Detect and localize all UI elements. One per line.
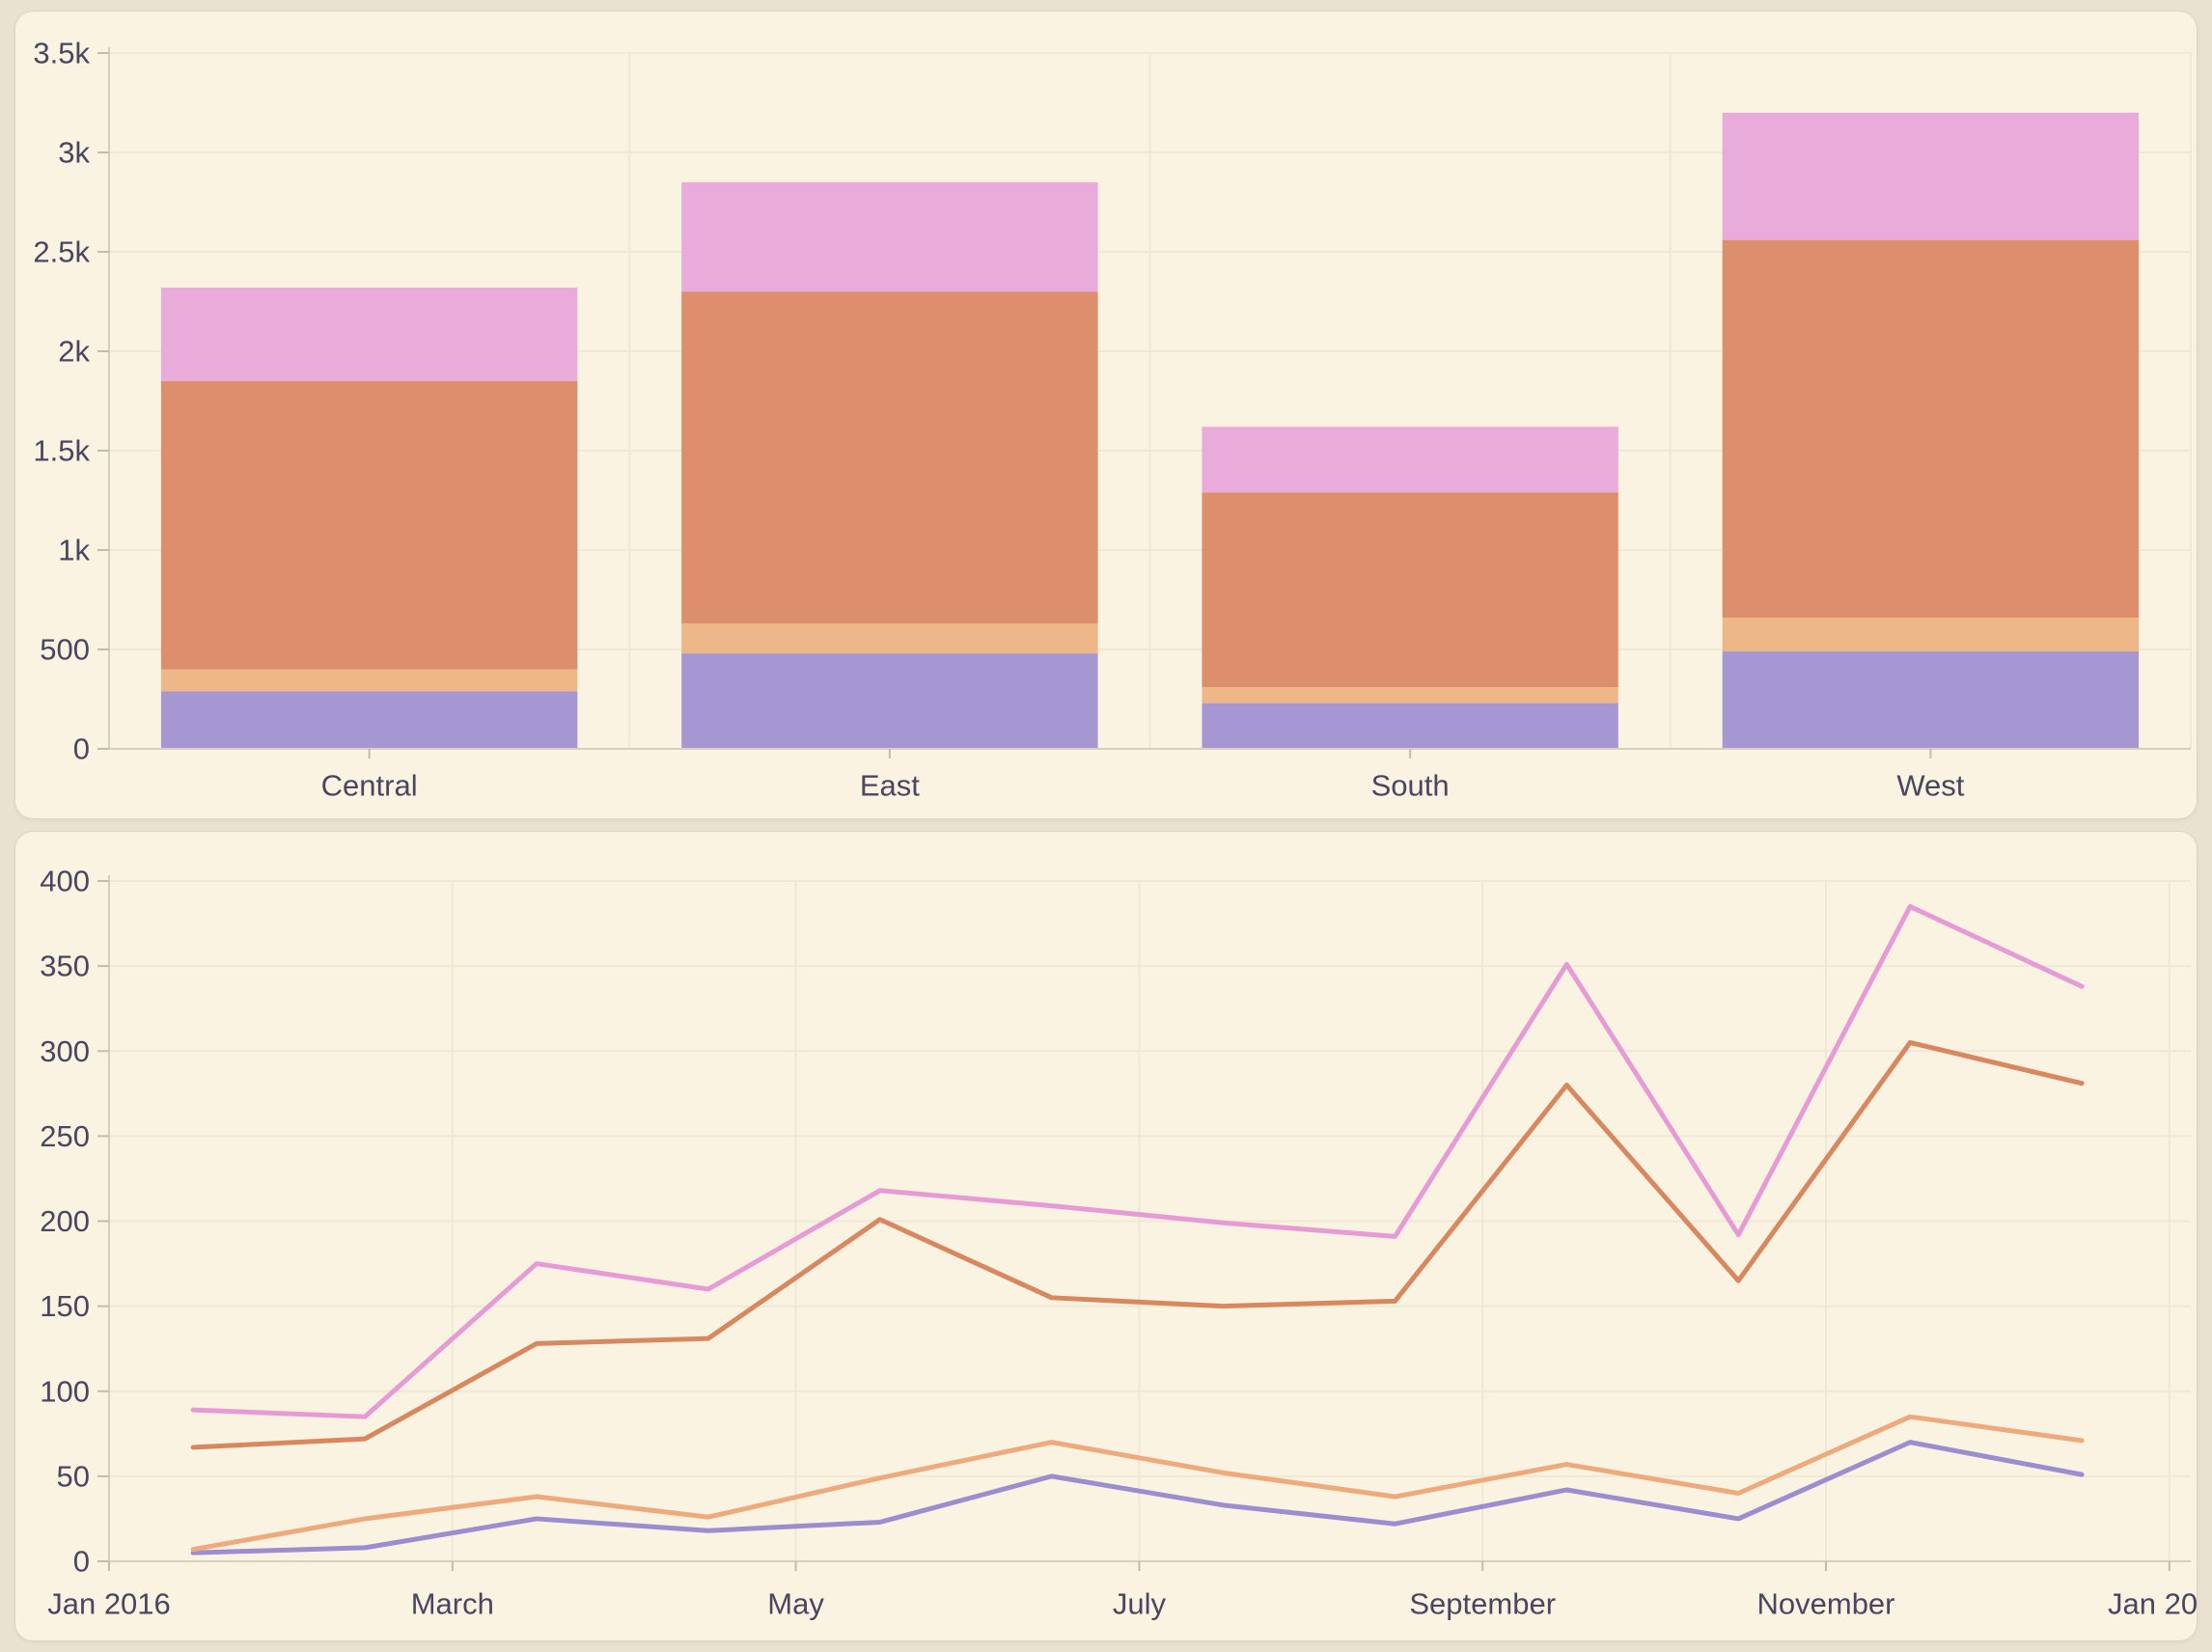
x-axis-label: South bbox=[1371, 769, 1450, 803]
bar-segment-central-orange bbox=[160, 380, 578, 670]
bar-segment-south-tan bbox=[1202, 687, 1618, 703]
stacked-bar-chart: 0 500 1k 1.5k 2k 2.5k 3k 3.5k Central East South We… bbox=[33, 37, 2192, 803]
y-axis-label: 150 bbox=[40, 1289, 90, 1323]
bar-segment-south-orange bbox=[1202, 492, 1618, 688]
line-chart: 0 50 100 150 200 250 300 350 400 Jan 2016 March May… bbox=[40, 865, 2197, 1621]
data-line-purple bbox=[190, 1440, 2085, 1556]
x-axis-label: March bbox=[411, 1587, 494, 1621]
bar-segment-central-pink bbox=[160, 288, 578, 381]
y-axis-label: 350 bbox=[40, 950, 90, 983]
y-axis-label: 50 bbox=[57, 1459, 90, 1493]
x-axis-label: November bbox=[1757, 1587, 1895, 1621]
monthly-line-chart-card: 0 50 100 150 200 250 300 350 400 Jan 2016 March May… bbox=[15, 832, 2197, 1640]
y-axis-label: 2k bbox=[58, 335, 90, 369]
x-axis-label: Jan 2016 bbox=[47, 1587, 171, 1621]
y-axis-label: 100 bbox=[40, 1374, 90, 1408]
bar-segment-central-purple bbox=[160, 691, 578, 749]
bar-segment-central-tan bbox=[160, 669, 578, 692]
bar-segment-south-pink bbox=[1202, 427, 1618, 493]
bar-segment-west-orange bbox=[1722, 239, 2140, 619]
y-axis-label: 400 bbox=[40, 865, 90, 898]
bar-segment-east-pink bbox=[681, 181, 1098, 292]
bar-segment-west-pink bbox=[1722, 112, 2140, 240]
y-axis-label: 1.5k bbox=[33, 434, 90, 468]
y-axis-label: 1k bbox=[58, 534, 90, 567]
bar-segment-west-tan bbox=[1722, 618, 2140, 652]
y-axis-label: 0 bbox=[73, 1545, 90, 1579]
bar-segment-south-purple bbox=[1202, 702, 1618, 749]
data-line-tan bbox=[190, 1414, 2085, 1553]
x-axis-label: Jan 2017 bbox=[2108, 1587, 2197, 1621]
bar-segment-east-purple bbox=[681, 653, 1098, 749]
y-axis-label: 2.5k bbox=[33, 235, 90, 269]
bar-segment-east-tan bbox=[681, 623, 1098, 654]
y-axis-label: 300 bbox=[40, 1034, 90, 1068]
y-axis-label: 500 bbox=[40, 633, 90, 667]
x-axis-label: East bbox=[860, 769, 920, 803]
y-axis-label: 0 bbox=[73, 732, 90, 766]
x-axis-label: July bbox=[1113, 1587, 1167, 1621]
x-axis-label: May bbox=[767, 1587, 824, 1621]
x-axis-label: West bbox=[1896, 769, 1964, 803]
regional-stacked-bar-card: 0 500 1k 1.5k 2k 2.5k 3k 3.5k Central East South We… bbox=[15, 12, 2197, 818]
y-axis-label: 250 bbox=[40, 1119, 90, 1153]
x-axis-label: September bbox=[1409, 1587, 1556, 1621]
bar-segment-west-purple bbox=[1722, 651, 2140, 749]
bar-segment-east-orange bbox=[681, 291, 1098, 624]
data-line-pink bbox=[190, 903, 2085, 1419]
y-axis-label: 200 bbox=[40, 1204, 90, 1238]
y-axis-label: 3.5k bbox=[33, 37, 90, 70]
x-axis-label: Central bbox=[321, 769, 418, 803]
data-line-orange bbox=[190, 1039, 2085, 1450]
y-axis-label: 3k bbox=[58, 136, 90, 170]
